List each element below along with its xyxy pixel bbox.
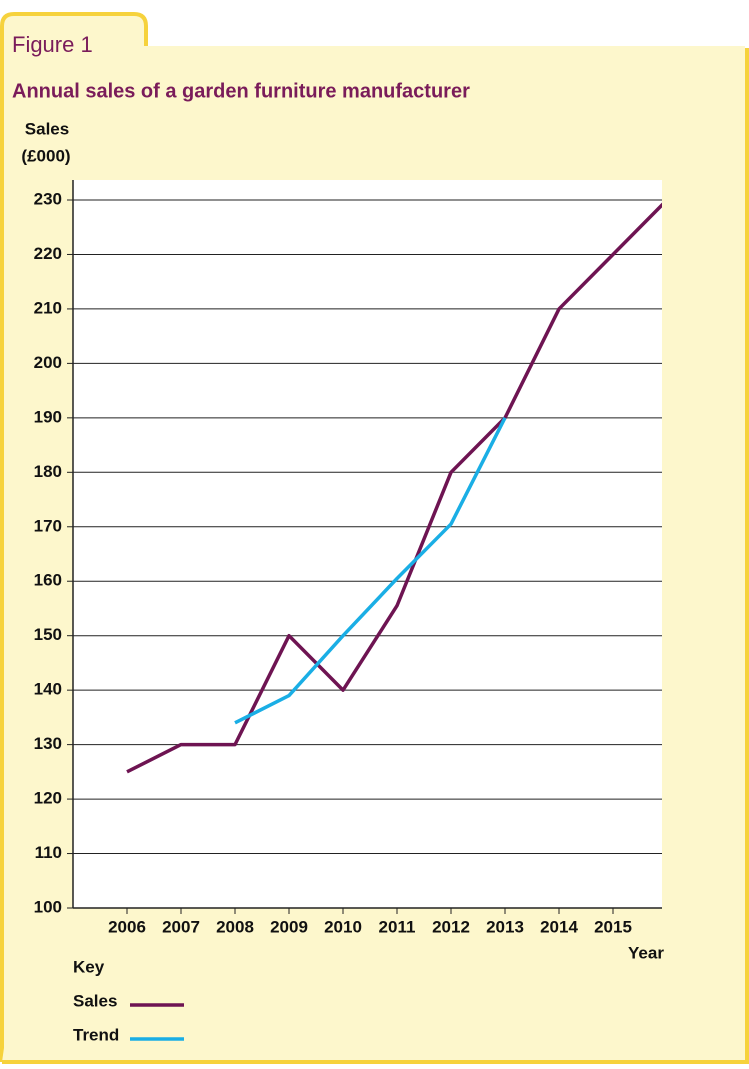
y-tick-label: 220 bbox=[34, 244, 62, 263]
y-tick-label: 210 bbox=[34, 298, 62, 317]
y-tick-label: 200 bbox=[34, 353, 62, 372]
y-tick-label: 130 bbox=[34, 734, 62, 753]
legend-title: Key bbox=[73, 957, 105, 976]
x-tick-label: 2006 bbox=[108, 917, 146, 936]
x-tick-label: 2008 bbox=[216, 917, 254, 936]
x-tick-label: 2011 bbox=[379, 917, 416, 936]
x-tick-label: 2012 bbox=[432, 917, 470, 936]
x-tick-label: 2010 bbox=[324, 917, 362, 936]
y-tick-label: 110 bbox=[35, 843, 62, 862]
y-tick-label: 190 bbox=[34, 407, 62, 426]
y-axis-label: Sales bbox=[25, 119, 69, 138]
tab bbox=[0, 12, 148, 1062]
legend-label: Trend bbox=[73, 1025, 119, 1044]
y-tick-label: 160 bbox=[34, 571, 62, 590]
y-tick-label: 120 bbox=[34, 789, 62, 808]
y-axis-label: (£000) bbox=[21, 146, 70, 165]
x-axis-label: Year bbox=[628, 943, 664, 962]
chart-title: Annual sales of a garden furniture manuf… bbox=[12, 80, 470, 102]
y-tick-label: 100 bbox=[34, 897, 62, 916]
y-tick-label: 230 bbox=[34, 189, 62, 208]
y-tick-label: 180 bbox=[34, 462, 62, 481]
legend-label: Sales bbox=[73, 991, 117, 1010]
line bbox=[234, 417, 507, 725]
x-tick-label: 2014 bbox=[540, 917, 578, 936]
figure-label: Figure 1 bbox=[12, 32, 93, 57]
x-tick-label: 2007 bbox=[162, 917, 200, 936]
line bbox=[126, 202, 662, 774]
y-tick-label: 140 bbox=[34, 680, 62, 699]
x-tick-label: 2015 bbox=[594, 917, 632, 936]
x-tick-label: 2013 bbox=[486, 917, 524, 936]
x-tick-label: 2009 bbox=[270, 917, 308, 936]
plot-area bbox=[73, 180, 662, 908]
y-tick-label: 170 bbox=[34, 516, 62, 535]
y-tick-label: 150 bbox=[34, 625, 62, 644]
